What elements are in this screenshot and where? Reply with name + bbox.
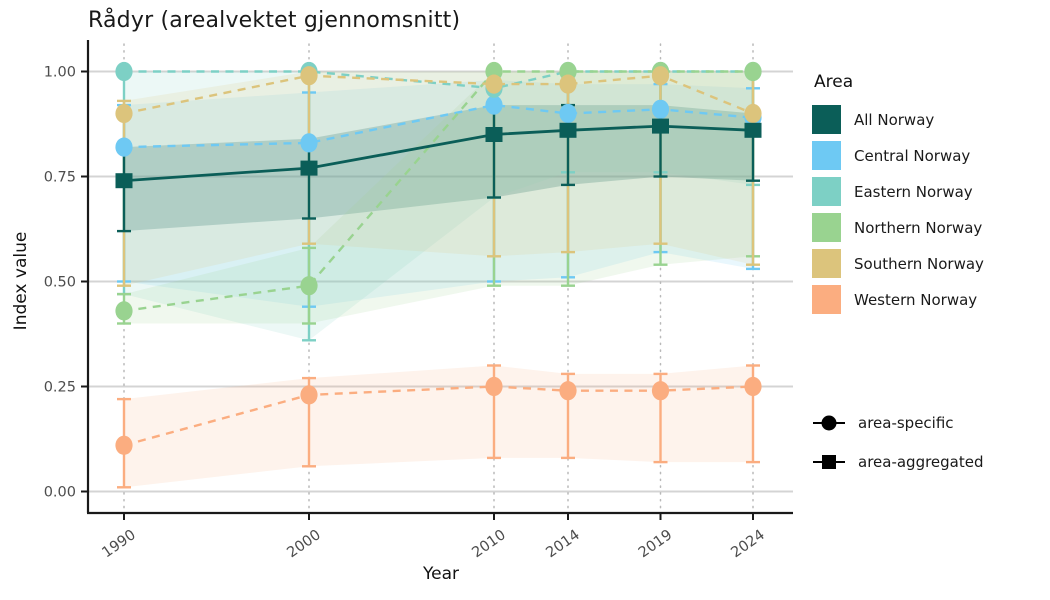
legend-title: Area — [814, 72, 854, 92]
legend-label: Western Norway — [854, 290, 978, 309]
svg-text:2019: 2019 — [636, 527, 675, 561]
legend-swatch-eastern-norway — [812, 177, 841, 206]
legend-item-southern-norway: Southern Norway — [812, 249, 1047, 278]
legend-swatch-northern-norway — [812, 213, 841, 242]
legend-item-northern-norway: Northern Norway — [812, 213, 1047, 242]
square-marker-icon — [813, 455, 845, 469]
svg-text:2010: 2010 — [469, 527, 508, 561]
legend: Area All Norway Central Norway Eastern Nor… — [812, 72, 1047, 321]
y-axis-title: Index value — [11, 231, 31, 331]
svg-text:0.25: 0.25 — [44, 380, 76, 396]
legend-label: Eastern Norway — [854, 182, 973, 201]
svg-text:0.75: 0.75 — [44, 170, 76, 186]
legend-swatch-all-norway — [812, 105, 841, 134]
svg-text:1.00: 1.00 — [44, 65, 76, 81]
marker-legend-area-specific: area-specific — [812, 412, 1047, 434]
marker-legend-label: area-specific — [858, 414, 954, 432]
svg-text:0.50: 0.50 — [44, 275, 76, 291]
legend-label: Central Norway — [854, 146, 971, 165]
legend-label: Northern Norway — [854, 218, 983, 237]
legend-items: All Norway Central Norway Eastern Norway No… — [812, 105, 1047, 314]
circle-marker-icon — [813, 415, 845, 431]
marker-legend-area-aggregated: area-aggregated — [812, 451, 1047, 473]
marker-legend-label: area-aggregated — [858, 453, 984, 471]
svg-text:0.00: 0.00 — [44, 485, 76, 501]
svg-text:2014: 2014 — [543, 527, 582, 561]
legend-item-central-norway: Central Norway — [812, 141, 1047, 170]
legend-item-all-norway: All Norway — [812, 105, 1047, 134]
legend-label: All Norway — [854, 110, 935, 129]
legend-swatch-western-norway — [812, 285, 841, 314]
svg-text:2024: 2024 — [728, 527, 767, 561]
legend-item-western-norway: Western Norway — [812, 285, 1047, 314]
chart-title: Rådyr (arealvektet gjennomsnitt) — [88, 8, 461, 33]
legend-label: Southern Norway — [854, 254, 984, 273]
legend-swatch-central-norway — [812, 141, 841, 170]
x-axis-title: Year — [423, 564, 459, 584]
svg-text:1990: 1990 — [99, 527, 138, 561]
svg-text:2000: 2000 — [284, 527, 323, 561]
legend-swatch-southern-norway — [812, 249, 841, 278]
marker-legend: area-specific area-aggregated — [812, 412, 1047, 490]
legend-item-eastern-norway: Eastern Norway — [812, 177, 1047, 206]
